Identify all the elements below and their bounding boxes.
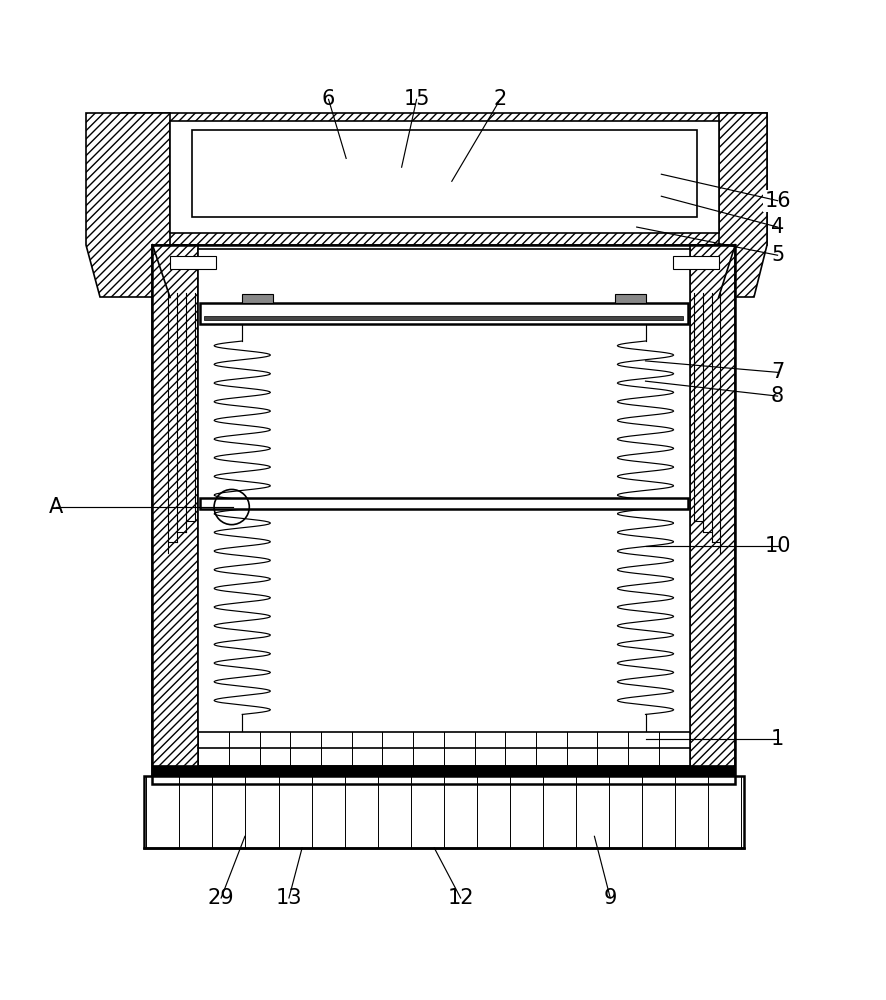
Bar	[615, 294, 646, 303]
Text: 10: 10	[765, 536, 791, 556]
Bar	[242, 294, 273, 303]
Bar	[198, 249, 689, 732]
Bar	[144, 776, 744, 848]
Text: 13: 13	[276, 888, 302, 908]
Bar	[689, 245, 735, 784]
Text: 5: 5	[771, 245, 784, 265]
Text: 2: 2	[494, 89, 507, 109]
Bar	[121, 113, 767, 245]
Text: 9: 9	[603, 888, 617, 908]
Text: 4: 4	[771, 217, 784, 237]
Polygon shape	[87, 113, 170, 297]
Text: 15: 15	[403, 89, 430, 109]
Text: A: A	[49, 497, 63, 517]
Text: 6: 6	[322, 89, 335, 109]
Bar	[205, 316, 683, 320]
Bar	[152, 765, 735, 776]
Bar	[200, 498, 688, 509]
Text: 1: 1	[771, 729, 784, 749]
Bar	[170, 121, 719, 233]
Polygon shape	[719, 113, 767, 297]
Bar	[152, 245, 735, 784]
Bar	[152, 245, 198, 784]
Text: 29: 29	[208, 888, 235, 908]
Text: 7: 7	[771, 362, 784, 382]
Text: 12: 12	[447, 888, 474, 908]
Bar	[170, 256, 216, 269]
Text: 8: 8	[771, 386, 784, 406]
Bar	[192, 130, 696, 217]
Bar	[672, 256, 719, 269]
Text: 16: 16	[765, 191, 791, 211]
Bar	[200, 303, 688, 324]
